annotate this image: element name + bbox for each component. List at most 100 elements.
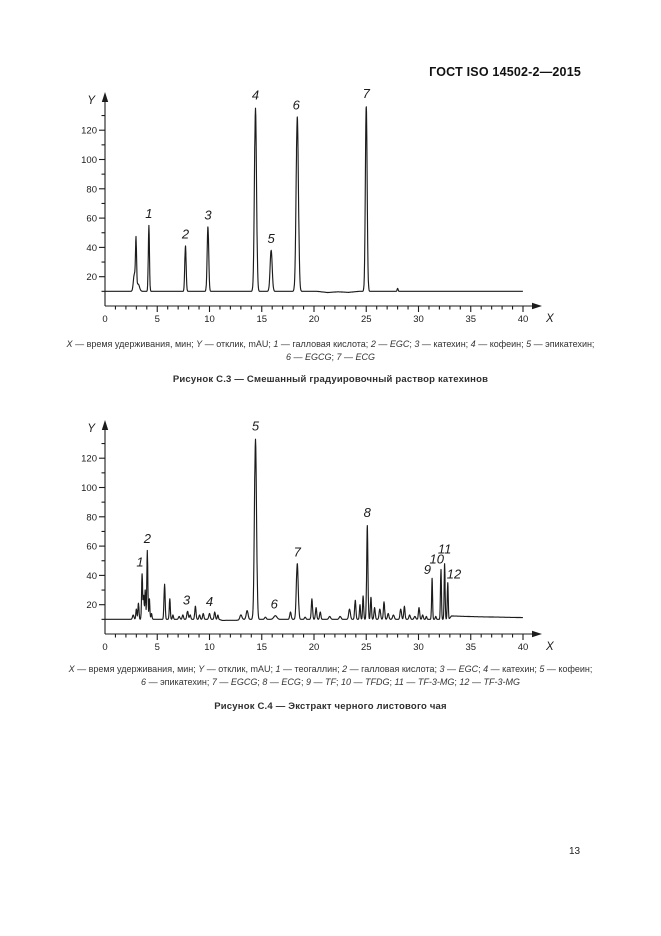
legend-segment: ; xyxy=(300,676,306,687)
legend-segment: 12 xyxy=(459,676,470,687)
figure-c3: 0 5 10 15 20 25 30 35 40 20 40 60 80 100 120 Y X 1 2 3 4 5 6 7 xyxy=(73,88,565,328)
legend-segment: EGCG xyxy=(304,351,332,362)
legend-segment: 3 xyxy=(414,339,420,349)
y-tick-label-100: 100 xyxy=(81,155,97,166)
legend-segment: EGCG xyxy=(230,676,258,687)
x-tick-label-10: 10 xyxy=(204,642,215,653)
peak-label-7: 7 xyxy=(363,88,371,101)
legend-segment: — эпикатехин; xyxy=(531,339,595,349)
legend-line-2: 6 — эпикатехин; 7 — EGCG; 8 — ECG; 9 — T… xyxy=(30,676,631,689)
x-tick-label-35: 35 xyxy=(465,314,476,325)
x-tick-label-30: 30 xyxy=(413,314,424,325)
legend-segment: — эпикатехин; xyxy=(146,676,212,687)
legend-segment: ECG xyxy=(355,351,376,362)
x-tick-label-15: 15 xyxy=(256,314,267,325)
y-axis-arrow-icon xyxy=(101,420,109,430)
x-tick-label-40: 40 xyxy=(518,642,529,653)
legend-segment: 5 xyxy=(526,339,532,349)
legend-segment: — xyxy=(469,676,484,687)
peak-label-9: 9 xyxy=(424,562,431,577)
x-tick-label-20: 20 xyxy=(309,642,320,653)
legend-segment: EGC xyxy=(389,339,410,349)
peak-label-1: 1 xyxy=(136,555,143,570)
legend-segment: ; xyxy=(331,351,337,362)
x-axis-label: X xyxy=(545,641,555,653)
y-axis-label: Y xyxy=(87,423,96,435)
legend-segment: 7 xyxy=(211,676,217,687)
legend-segment: — xyxy=(341,351,356,362)
legend-line-1: X — время удерживания, мин; Y — отклик, … xyxy=(30,338,631,351)
figure-c4-legend: X — время удерживания, мин; Y — отклик, … xyxy=(30,663,631,688)
legend-segment: X xyxy=(66,339,73,349)
legend-segment: — отклик, mAU; xyxy=(202,339,274,349)
y-tick-label-80: 80 xyxy=(86,512,97,523)
x-tick-label-10: 10 xyxy=(204,314,215,325)
x-tick-label-5: 5 xyxy=(155,314,160,325)
x-tick-label-0: 0 xyxy=(102,314,107,325)
peak-label-4: 4 xyxy=(206,594,213,609)
page-number: 13 xyxy=(569,846,581,857)
legend-segment: 7 xyxy=(336,351,342,362)
peak-label-6: 6 xyxy=(293,98,301,113)
x-axis-arrow-icon xyxy=(532,302,542,310)
x-tick-label-25: 25 xyxy=(361,314,372,325)
axes xyxy=(99,101,533,312)
legend-segment: ; xyxy=(389,676,395,687)
chromatogram-trace xyxy=(104,438,524,621)
legend-segment: ; xyxy=(409,339,415,349)
peak-label-1: 1 xyxy=(145,206,152,221)
peak-label-5: 5 xyxy=(268,231,276,246)
peak-label-2: 2 xyxy=(181,227,190,242)
legend-segment: ECG xyxy=(281,676,301,687)
legend-segment: ; xyxy=(335,676,341,687)
legend-segment: — xyxy=(444,664,459,674)
x-tick-label-20: 20 xyxy=(309,314,320,325)
legend-segment: 9 xyxy=(305,676,311,687)
legend-segment: 2 xyxy=(342,664,348,674)
x-tick-label-30: 30 xyxy=(413,642,424,653)
y-tick-label-120: 120 xyxy=(81,126,97,137)
legend-segment: — xyxy=(375,339,390,349)
y-tick-label-40: 40 xyxy=(86,571,97,582)
x-tick-label-25: 25 xyxy=(361,642,372,653)
x-tick-label-35: 35 xyxy=(465,642,476,653)
legend-segment: ; xyxy=(454,676,460,687)
legend-segment: 1 xyxy=(275,664,281,674)
legend-segment: 2 xyxy=(370,339,376,349)
legend-segment: 6 xyxy=(285,351,291,362)
y-tick-label-20: 20 xyxy=(86,600,97,611)
legend-segment: 3 xyxy=(439,664,445,674)
legend-segment: — отклик, mAU; xyxy=(204,664,276,674)
y-axis-label: Y xyxy=(87,95,96,107)
legend-segment: ; xyxy=(478,664,484,674)
legend-segment: ; xyxy=(257,676,263,687)
legend-segment: TFDG xyxy=(365,676,390,687)
legend-segment: 5 xyxy=(539,664,545,674)
legend-segment: — xyxy=(290,351,305,362)
peak-label-3: 3 xyxy=(183,593,191,608)
legend-segment: TF xyxy=(324,676,336,687)
legend-segment: — xyxy=(310,676,325,687)
y-axis-arrow-icon xyxy=(101,92,109,102)
legend-segment: — xyxy=(216,676,231,687)
legend-segment: 1 xyxy=(273,339,279,349)
legend-segment: — теогаллин; xyxy=(280,664,343,674)
legend-segment: TF-3-MG xyxy=(417,676,455,687)
peak-label-7: 7 xyxy=(294,544,302,559)
legend-line-1: X — время удерживания, мин; Y — отклик, … xyxy=(30,663,631,676)
legend-segment: — xyxy=(403,676,418,687)
y-tick-label-20: 20 xyxy=(86,272,97,283)
legend-line-2: 6 — EGCG; 7 — ECG xyxy=(30,351,631,364)
figure-c4-title: Рисунок С.4 — Экстракт черного листового… xyxy=(214,701,447,712)
legend-segment: 11 xyxy=(394,676,404,687)
legend-segment: — время удерживания, мин; xyxy=(72,339,197,349)
legend-segment: — катехин; xyxy=(488,664,540,674)
y-tick-label-80: 80 xyxy=(86,184,97,195)
y-tick-label-120: 120 xyxy=(81,454,97,465)
figure-c4: 0 5 10 15 20 25 30 35 40 20 40 60 80 100 120 Y X 1 2 3 4 5 6 7 8… xyxy=(73,416,565,656)
peak-label-2: 2 xyxy=(143,531,152,546)
x-tick-label-0: 0 xyxy=(102,642,107,653)
peak-label-5: 5 xyxy=(252,418,260,433)
chromatogram-trace xyxy=(104,106,524,294)
